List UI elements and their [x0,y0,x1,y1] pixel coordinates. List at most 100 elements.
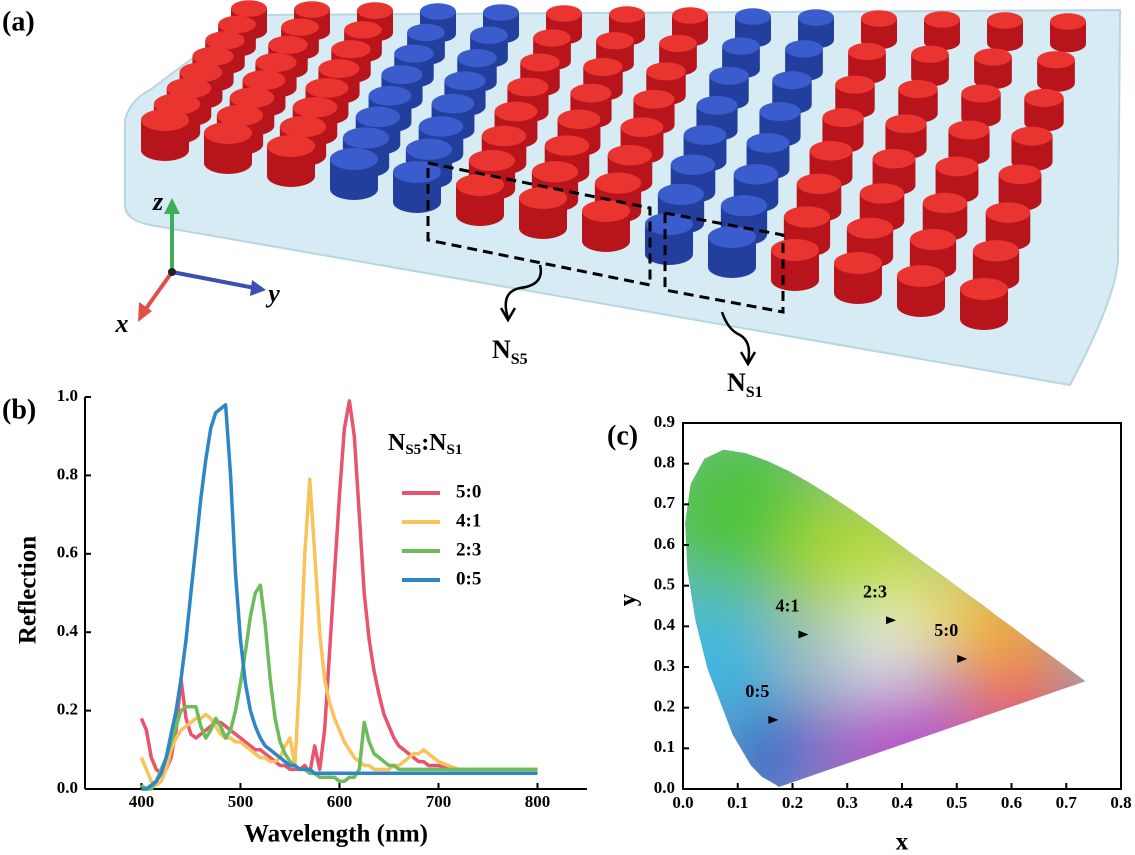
pillar-top [306,78,349,98]
pillar-top [948,121,989,140]
pillar-top [747,133,790,153]
pillar-top [318,59,359,78]
pillar-top [205,31,244,49]
pillar-top [532,161,578,182]
pillar-top [734,164,779,184]
x-tick-label: 0.2 [782,793,803,812]
pillar-top [1011,127,1052,146]
pillar-top [331,40,370,58]
pillar-top [369,86,412,106]
y-tick-label: 0.4 [654,615,676,634]
pillar-top [609,6,645,23]
pillar-top [470,27,508,44]
legend-title-part: S1 [447,442,463,458]
pillar-top [281,19,319,36]
panel-label: (a) [2,6,35,37]
y-tick-label: 0.0 [57,778,78,797]
y-tick-label: 0.9 [654,412,675,431]
y-tick-label: 0.8 [654,453,675,472]
series-line [141,585,537,789]
group-label: NS1 [727,368,763,401]
pillar-top [633,90,674,109]
pillar-top [356,107,401,127]
pillar-top [1037,51,1075,68]
x-axis-title: x [896,829,909,855]
pillar-top [810,141,853,161]
pillar-top [721,195,767,216]
x-tick-label: 0.4 [891,793,913,812]
pillar-top [797,174,842,194]
pillar-top [419,116,464,136]
pillar-top [595,172,641,193]
pillar-top [469,150,515,171]
y-tick-label: 0.0 [654,778,675,797]
y-tick-label: 0.7 [654,493,676,512]
pillar-top [394,45,433,63]
point-label: 2:3 [863,581,887,601]
x-tick-label: 0.6 [1001,793,1022,812]
pillar-top [873,149,916,169]
pillar-top [822,108,863,127]
pillar-top [520,53,559,71]
pillar-top [974,48,1012,65]
pillar-top [420,3,456,20]
pillar-top [847,218,893,239]
point-label: 4:1 [775,596,799,616]
arrowhead [250,280,266,296]
axis-label: x [115,309,129,338]
y-tick-label: 0.5 [654,575,675,594]
y-tick-label: 0.8 [57,464,78,483]
x-tick-label: 800 [525,792,551,811]
legend-title-part: N [388,430,406,456]
pillar-top [344,21,382,38]
pillar-top [709,67,748,85]
pillar-top [218,16,256,33]
axis-label: z [152,187,164,216]
pillar-top [785,40,823,57]
pillar-top [230,88,275,108]
pillar-top [570,84,611,103]
pillar-top [432,94,475,114]
x-tick-label: 400 [129,792,155,811]
figure: z x y NS5 NS1 (a) (b) (c) Wavelength (nm… [0,0,1135,855]
pillar-top [671,155,716,175]
origin [168,268,176,276]
pillar-top [986,202,1031,222]
pillar-top [961,84,1000,102]
pillar-top [722,38,760,55]
y-tick-label: 1.0 [57,386,78,405]
y-axis [172,272,255,288]
x-tick-label: 600 [327,792,353,811]
pillar-top [444,71,485,90]
pillar-top [457,49,496,67]
x-tick-label: 500 [228,792,254,811]
legend-label: 2:3 [456,539,481,560]
pillar-top [772,71,811,89]
panel-label: (c) [607,420,638,451]
pillar-top [204,122,252,144]
pillar-top [659,35,697,52]
pillar-top [861,10,897,27]
pillar-top [860,183,905,203]
pillar-top [546,5,582,22]
pillar-top [495,102,538,122]
x-axis-title: Wavelength (nm) [244,821,428,848]
group-label: NS5 [492,335,528,368]
pillar-top [294,1,330,18]
pillar-top [672,7,708,24]
pillar-top [407,24,445,41]
y-tick-label: 0.3 [654,656,675,675]
y-tick-label: 0.4 [57,621,79,640]
x-tick-label: 0.3 [837,793,858,812]
x-tick-label: 0.7 [1056,793,1078,812]
pillar-top [960,278,1008,300]
axis-label: y [265,279,280,308]
pillar-top [923,193,968,213]
pillar-top [141,109,189,131]
pillar-top [343,127,389,148]
x-tick-label: 700 [426,792,452,811]
legend-title-part: :N [421,430,447,456]
pillar-top [798,9,834,26]
pillar-top [330,148,378,170]
group-label-sub: S1 [746,384,763,401]
